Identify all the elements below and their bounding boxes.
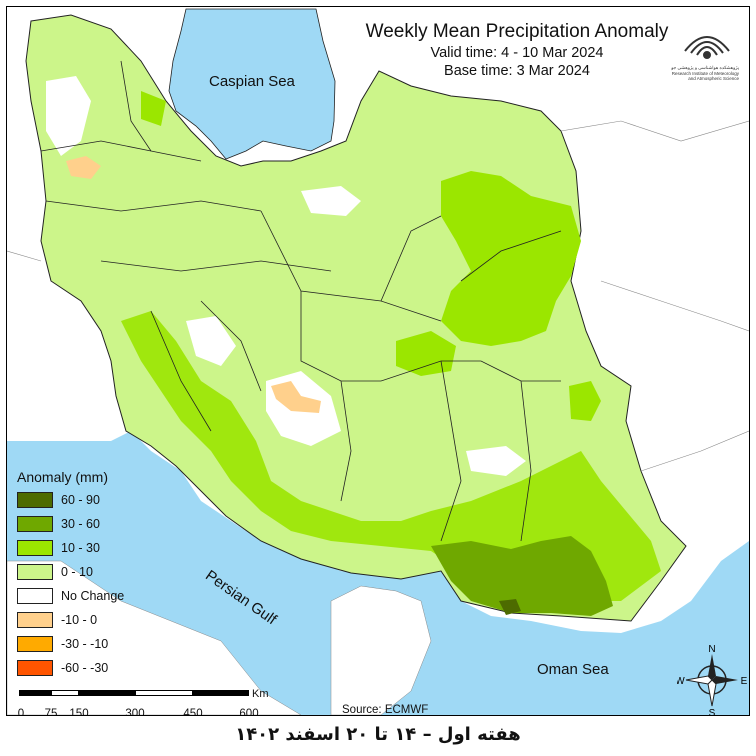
scale-segment xyxy=(51,690,79,696)
anomaly-10-30-central xyxy=(396,331,456,376)
anomaly-60-90 xyxy=(499,599,521,615)
scale-tick: 300 xyxy=(125,708,145,716)
legend-swatch xyxy=(17,612,53,628)
legend-label: 60 - 90 xyxy=(61,493,100,507)
compass-w: W xyxy=(677,676,685,687)
country-borders xyxy=(7,120,749,472)
legend-label: 30 - 60 xyxy=(61,517,100,531)
scale-segment xyxy=(19,690,51,696)
legend-swatch xyxy=(17,540,53,556)
map-frame: Weekly Mean Precipitation Anomaly Valid … xyxy=(6,6,750,716)
province-borders xyxy=(40,60,562,542)
scale-tick: 150 xyxy=(69,708,89,716)
institute-logo-icon xyxy=(677,19,737,77)
title-block: Weekly Mean Precipitation Anomaly Valid … xyxy=(307,21,727,79)
legend-swatch xyxy=(17,636,53,652)
arabia-land xyxy=(7,560,302,715)
legend-label: -60 - -30 xyxy=(61,661,109,675)
no-change-east xyxy=(466,446,526,476)
scale-segment xyxy=(79,690,135,696)
legend-item: 0 - 10 xyxy=(17,560,124,584)
anomaly-10-30-zagros xyxy=(121,311,661,601)
caspian-sea xyxy=(168,8,336,160)
legend-swatch xyxy=(17,588,53,604)
no-change-north xyxy=(301,186,361,216)
anomaly-neg-nw xyxy=(66,156,101,179)
anomaly-10-30-east xyxy=(569,381,601,421)
legend-item: No Change xyxy=(17,584,124,608)
legend-label: -30 - -10 xyxy=(61,637,109,651)
scale-tick: 75 xyxy=(44,708,58,716)
legend-item: 60 - 90 xyxy=(17,488,124,512)
persian-week-caption: هفته اول – ۱۴ تا ۲۰ اسفند ۱۴۰۲ xyxy=(235,724,521,745)
legend-title: Anomaly (mm) xyxy=(17,469,109,485)
scale-tick: 600 xyxy=(239,708,259,716)
oman-sea-label: Oman Sea xyxy=(537,661,609,678)
legend-label: 0 - 10 xyxy=(61,565,93,579)
legend-item: 30 - 60 xyxy=(17,512,124,536)
legend-label: 10 - 30 xyxy=(61,541,100,555)
base-time: Base time: 3 Mar 2024 xyxy=(444,63,590,79)
compass-e: E xyxy=(741,676,747,687)
anomaly-10-30-khorasan xyxy=(441,171,581,346)
scale-unit: Km xyxy=(252,688,269,700)
legend-swatch xyxy=(17,516,53,532)
map-title: Weekly Mean Precipitation Anomaly xyxy=(365,21,669,42)
legend-label: -10 - 0 xyxy=(61,613,98,627)
legend-item: -30 - -10 xyxy=(17,632,124,656)
legend-swatch xyxy=(17,660,53,676)
logo-text: پژوهشکده هواشناسی و پژوهشی جو Research I… xyxy=(671,65,739,81)
valid-time: Valid time: 4 - 10 Mar 2024 xyxy=(430,45,604,61)
compass-icon: N S W E xyxy=(675,642,747,716)
compass-n: N xyxy=(708,644,715,655)
legend-label: No Change xyxy=(61,589,125,603)
caspian-sea-label: Caspian Sea xyxy=(209,73,295,90)
anomaly-neg-central xyxy=(271,381,321,413)
no-change-nw xyxy=(46,76,91,156)
legend: Anomaly (mm) 60 - 90 30 - 60 10 - 30 0 - 10… xyxy=(17,469,124,680)
legend-item: -10 - 0 xyxy=(17,608,124,632)
oman-land xyxy=(330,585,432,715)
precipitation-map xyxy=(7,8,749,715)
scale-tick: 0 xyxy=(17,708,25,716)
compass-s: S xyxy=(709,708,716,716)
legend-item: -60 - -30 xyxy=(17,656,124,680)
no-change-west xyxy=(186,316,236,366)
scale-bar: 0 75 150 300 450 600 xyxy=(17,690,279,716)
scale-tick: 450 xyxy=(183,708,203,716)
legend-swatch xyxy=(17,492,53,508)
scale-segment xyxy=(135,690,193,696)
source-label: Source: ECMWF xyxy=(342,704,429,716)
iran-land xyxy=(25,14,687,622)
legend-swatch xyxy=(17,564,53,580)
anomaly-10-30-north xyxy=(141,91,166,126)
scale-segment xyxy=(193,690,249,696)
anomaly-30-60 xyxy=(431,536,613,616)
legend-item: 10 - 30 xyxy=(17,536,124,560)
